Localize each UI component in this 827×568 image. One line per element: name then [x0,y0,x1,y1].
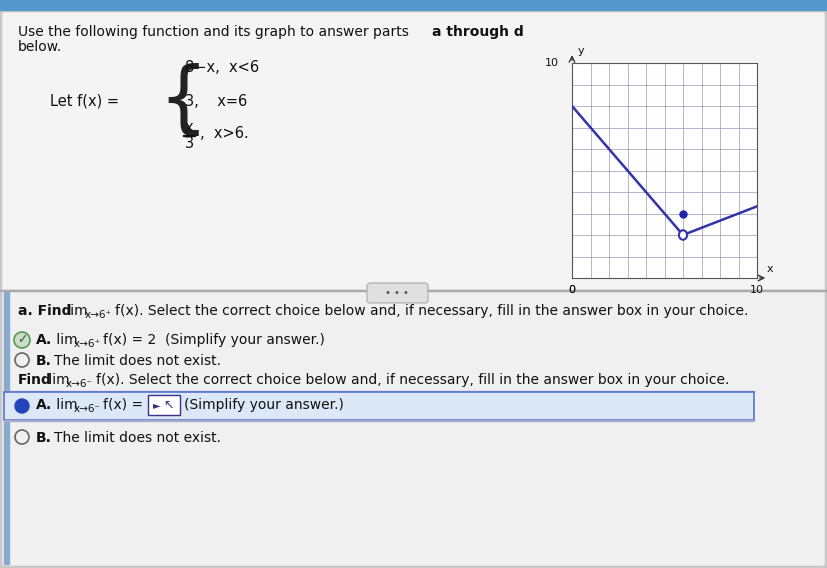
Text: x→6⁻: x→6⁻ [74,404,101,414]
Text: 8−x,  x<6: 8−x, x<6 [185,61,259,76]
Text: B.: B. [36,354,52,368]
Text: Use the following function and its graph to answer parts: Use the following function and its graph… [18,25,414,39]
Text: lim: lim [62,304,88,318]
Text: lim: lim [52,333,78,347]
Text: • • •: • • • [385,288,409,298]
Text: The limit does not exist.: The limit does not exist. [54,431,221,445]
Text: a. Find: a. Find [18,304,71,318]
Text: y: y [577,47,584,56]
Text: x: x [185,119,194,135]
Bar [0,0,827,10]
Text: ,  x>6.: , x>6. [200,127,249,141]
Text: Find: Find [18,373,52,387]
Text: 3,    x=6: 3, x=6 [185,94,247,108]
Text: lim: lim [52,398,78,412]
Text: x→6⁻: x→6⁻ [66,379,93,389]
Bar [4,420,754,421]
Text: ✓: ✓ [17,333,27,346]
Circle shape [14,332,30,348]
Text: 0: 0 [568,285,576,295]
FancyBboxPatch shape [2,290,825,566]
FancyBboxPatch shape [367,283,428,303]
Bar [148,395,180,415]
Text: A.: A. [36,398,52,412]
Text: 3: 3 [185,136,194,152]
Text: f(x) = 2  (Simplify your answer.): f(x) = 2 (Simplify your answer.) [103,333,325,347]
Bar [4,391,754,392]
Text: 10: 10 [750,285,764,295]
Text: 0: 0 [568,285,576,295]
Bar [183,135,195,136]
Text: {: { [158,63,208,139]
FancyBboxPatch shape [2,12,825,292]
Bar [4,292,9,564]
Text: f(x) =: f(x) = [103,398,147,412]
Text: A.: A. [36,333,52,347]
Text: The limit does not exist.: The limit does not exist. [54,354,221,368]
Text: f(x). Select the correct choice below and, if necessary, fill in the answer box : f(x). Select the correct choice below an… [96,373,729,387]
Text: ►: ► [153,400,160,410]
Text: 10: 10 [545,58,559,68]
Circle shape [679,230,687,240]
Text: f(x). Select the correct choice below and, if necessary, fill in the answer box : f(x). Select the correct choice below an… [115,304,748,318]
Text: Let f(x) =: Let f(x) = [50,94,123,108]
Text: below.: below. [18,40,62,54]
Text: x→6⁺: x→6⁺ [85,310,112,320]
Bar [4,392,754,420]
Text: lim: lim [44,373,69,387]
Text: (Simplify your answer.): (Simplify your answer.) [184,398,344,412]
Text: x→6⁺: x→6⁺ [74,339,101,349]
Text: x: x [767,264,773,274]
Circle shape [15,399,29,413]
Bar [0,290,827,291]
Text: B.: B. [36,431,52,445]
Text: ↖: ↖ [163,399,174,411]
Text: a through d: a through d [432,25,523,39]
